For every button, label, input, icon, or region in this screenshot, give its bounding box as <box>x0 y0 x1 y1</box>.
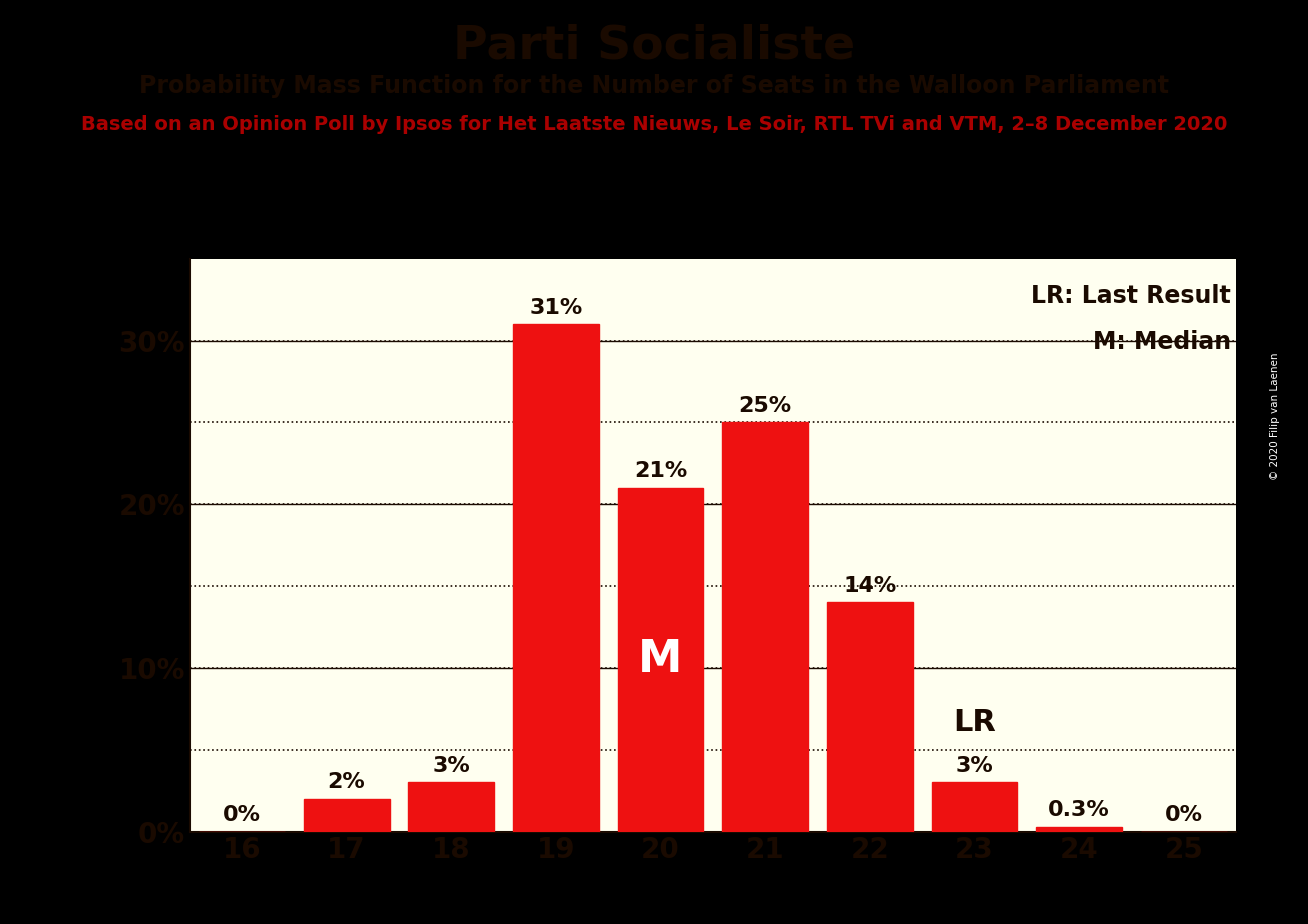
Text: © 2020 Filip van Laenen: © 2020 Filip van Laenen <box>1270 352 1281 480</box>
Text: 14%: 14% <box>844 576 896 596</box>
Bar <box>931 783 1018 832</box>
Text: Based on an Opinion Poll by Ipsos for Het Laatste Nieuws, Le Soir, RTL TVi and V: Based on an Opinion Poll by Ipsos for He… <box>81 115 1227 134</box>
Text: 25%: 25% <box>739 395 791 416</box>
Text: 21%: 21% <box>634 461 687 481</box>
Text: 2%: 2% <box>328 772 365 792</box>
Text: Parti Socialiste: Parti Socialiste <box>453 23 855 68</box>
Text: 0%: 0% <box>222 805 262 825</box>
Text: 3%: 3% <box>433 756 470 776</box>
Text: 31%: 31% <box>530 298 582 318</box>
Text: 0%: 0% <box>1164 805 1203 825</box>
Bar <box>408 783 494 832</box>
Bar <box>513 324 599 832</box>
Text: M: M <box>638 638 683 681</box>
Text: M: Median: M: Median <box>1092 331 1231 354</box>
Text: Probability Mass Function for the Number of Seats in the Walloon Parliament: Probability Mass Function for the Number… <box>139 74 1169 98</box>
Text: 0.3%: 0.3% <box>1048 800 1110 821</box>
Bar <box>722 422 808 832</box>
Bar <box>617 488 704 832</box>
Bar <box>827 602 913 832</box>
Text: LR: Last Result: LR: Last Result <box>1031 285 1231 309</box>
Text: LR: LR <box>954 708 995 736</box>
Bar <box>303 799 390 832</box>
Bar <box>1036 827 1122 832</box>
Text: 3%: 3% <box>956 756 993 776</box>
